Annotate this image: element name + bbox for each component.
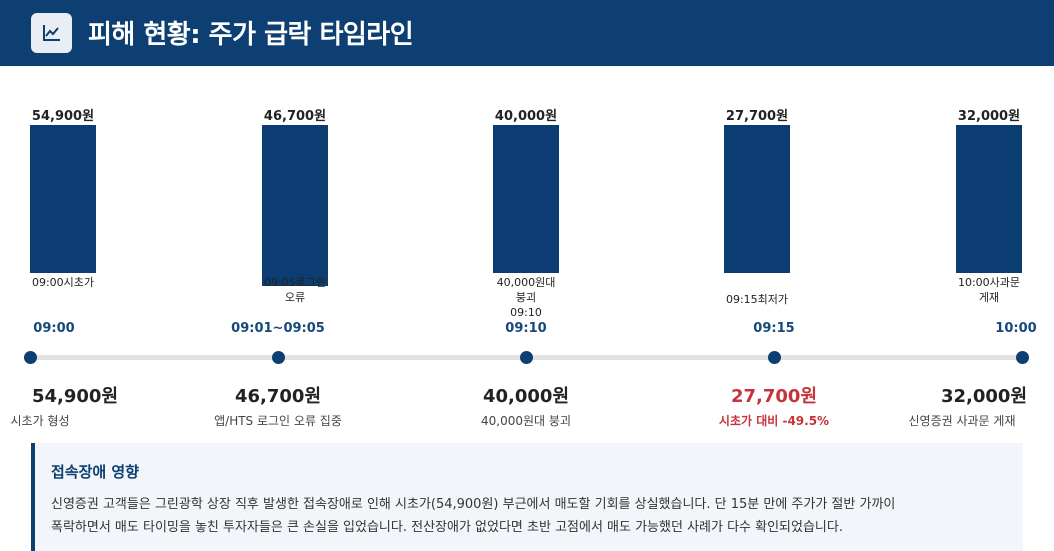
- bar-category-line: 오류: [284, 291, 306, 304]
- timeline-description: 앱/HTS 로그인 오류 집중: [214, 414, 342, 428]
- bar: [493, 125, 559, 273]
- timeline-price: 40,000원: [482, 386, 570, 407]
- timeline-time: 09:00: [33, 321, 75, 336]
- timeline-description: 시초가 형성: [10, 414, 70, 428]
- timeline-price: 46,700원: [234, 386, 322, 407]
- timeline-description: 시초가 대비 -49.5%: [718, 414, 830, 428]
- info-line: 신영증권 고객들은 그린광학 상장 직후 발생한 접속장애로 인해 시초가(54…: [51, 497, 896, 512]
- bar: [956, 125, 1022, 273]
- bar-category-line: 10:00사과문: [957, 276, 1021, 289]
- timeline-dot: [272, 351, 285, 364]
- bar: [262, 125, 328, 286]
- bar-category-line: 40,000원대: [496, 276, 556, 289]
- timeline-price: 32,000원: [940, 386, 1028, 407]
- timeline-dot: [24, 351, 37, 364]
- timeline-time: 10:00: [995, 321, 1037, 336]
- timeline-price: 54,900원: [31, 386, 119, 407]
- timeline-dot: [520, 351, 533, 364]
- bar: [724, 125, 790, 273]
- bar-category-line: 붕괴: [515, 291, 537, 304]
- line-chart-icon: [31, 13, 72, 53]
- page-title: 피해 현황: 주가 급락 타임라인: [88, 20, 414, 50]
- timeline-dot: [768, 351, 781, 364]
- timeline-description: 신영증권 사과문 게재: [908, 414, 1016, 428]
- bar-value-label: 46,700원: [263, 109, 327, 124]
- timeline-description: 40,000원대 붕괴: [481, 414, 571, 428]
- info-body: 신영증권 고객들은 그린광학 상장 직후 발생한 접속장애로 인해 시초가(54…: [51, 493, 1001, 539]
- bar-value-label: 54,900원: [31, 109, 95, 124]
- bar-value-label: 27,700원: [725, 109, 789, 124]
- bar-category-label: 09:15최저가: [702, 292, 812, 307]
- impact-info-panel: 접속장애 영향 신영증권 고객들은 그린광학 상장 직후 발생한 접속장애로 인…: [31, 443, 1023, 551]
- info-line: 폭락하면서 매도 타이밍을 놓친 투자자들은 큰 손실을 입었습니다. 전산장애…: [51, 520, 843, 535]
- bar-value-label: 32,000원: [957, 109, 1021, 124]
- timeline-time: 09:01~09:05: [231, 321, 325, 336]
- bar-category-line: 09:00시초가: [31, 276, 95, 289]
- bar-category-line: 09:05로그인: [263, 276, 327, 289]
- timeline-time: 09:15: [753, 321, 795, 336]
- bar-category-line: 게재: [978, 291, 1000, 304]
- bar-value-label: 40,000원: [494, 109, 558, 124]
- timeline-time: 09:10: [505, 321, 547, 336]
- bar-category-label: 09:00시초가: [8, 275, 118, 290]
- timeline-dot: [1016, 351, 1029, 364]
- timeline-price: 27,700원: [730, 386, 818, 407]
- bar-category-line: 09:15최저가: [725, 293, 789, 306]
- info-title: 접속장애 영향: [51, 463, 140, 481]
- bar: [30, 125, 96, 273]
- page-header: 피해 현황: 주가 급락 타임라인: [0, 0, 1054, 66]
- bar-category-line: 09:10: [510, 306, 542, 319]
